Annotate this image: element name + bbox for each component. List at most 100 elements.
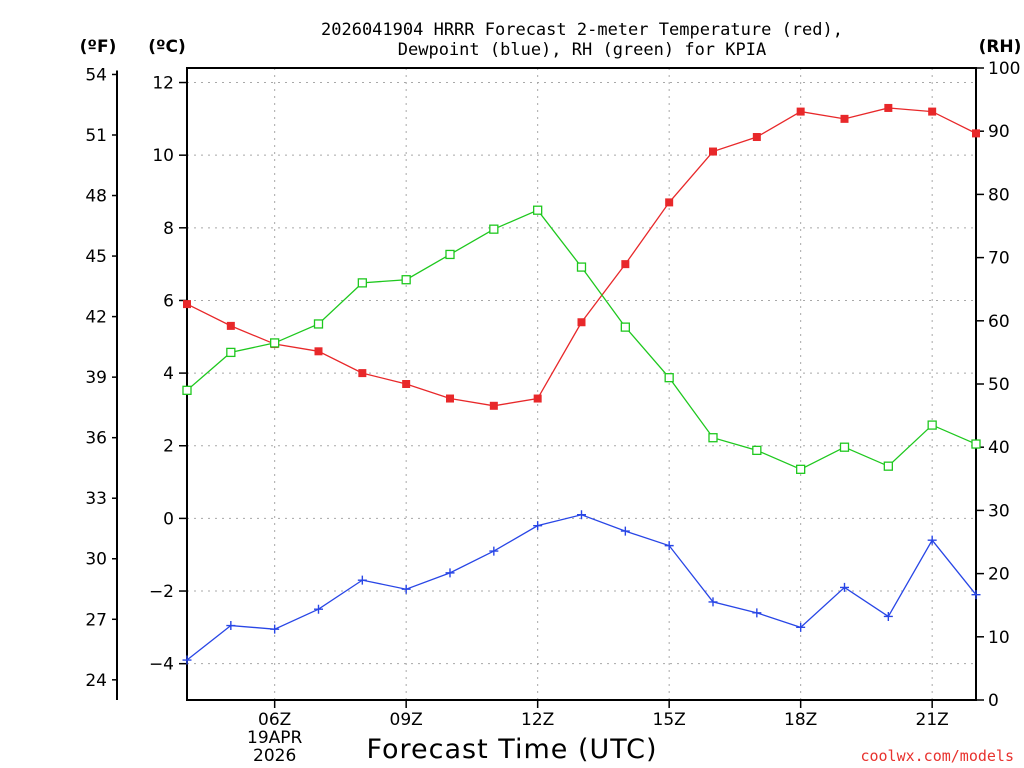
x-tick-date-label: 2026 <box>253 746 296 766</box>
temperature-line <box>186 107 977 407</box>
temperature-point <box>358 369 367 378</box>
chart-title-line2: Dewpoint (blue), RH (green) for KPIA <box>398 40 766 60</box>
x-tick-label: 21Z <box>916 710 949 730</box>
fahrenheit-tick-label: 51 <box>85 126 107 146</box>
rh-tick-label: 70 <box>988 249 1010 269</box>
rh-point <box>620 322 630 332</box>
dewpoint-series <box>182 510 981 665</box>
dewpoint-point <box>971 590 981 600</box>
fahrenheit-tick-label: 45 <box>85 247 107 267</box>
temperature-point <box>226 321 235 330</box>
rh-point <box>445 249 455 260</box>
celsius-tick-label: 6 <box>163 291 174 311</box>
temperature-series <box>183 103 980 410</box>
rh-series <box>182 205 981 474</box>
temperature-point <box>446 394 454 403</box>
rh-point <box>708 433 718 443</box>
x-tick-date-label: 19APR <box>247 728 303 748</box>
dewpoint-point <box>840 582 849 592</box>
rh-point <box>357 278 367 288</box>
rh-point <box>971 439 981 449</box>
rh-tick-label: 50 <box>988 375 1010 395</box>
fahrenheit-tick-label: 27 <box>85 610 107 630</box>
dewpoint-point <box>664 541 674 551</box>
temperature-point <box>621 260 630 269</box>
dewpoint-line <box>186 514 977 661</box>
celsius-tick-label: 0 <box>163 509 174 529</box>
rh-tick-label: 30 <box>988 501 1010 521</box>
temperature-point <box>314 347 323 356</box>
x-tick-label: 12Z <box>521 710 554 730</box>
rh-unit-label: (RH) <box>979 37 1022 57</box>
rh-point <box>226 347 236 358</box>
rh-point <box>489 224 499 234</box>
celsius-tick-label: 8 <box>163 219 174 239</box>
temperature-point <box>840 114 849 123</box>
fahrenheit-tick-label: 24 <box>85 671 107 691</box>
rh-tick-label: 90 <box>988 122 1010 142</box>
celsius-tick-label: 10 <box>152 146 174 166</box>
celsius-tick-label: −2 <box>149 582 174 602</box>
dewpoint-point <box>182 655 192 665</box>
x-tick-label: 18Z <box>784 710 817 730</box>
rh-point <box>182 385 192 395</box>
dewpoint-point <box>401 584 411 594</box>
dewpoint-point <box>314 604 323 614</box>
dewpoint-point <box>708 597 718 607</box>
dewpoint-point <box>489 546 499 556</box>
rh-point <box>533 205 543 215</box>
temperature-point <box>533 394 542 403</box>
temperature-point <box>796 107 805 116</box>
temperature-point <box>752 133 761 142</box>
celsius-tick-label: 4 <box>163 364 174 384</box>
data-series <box>182 103 981 665</box>
rh-point <box>270 338 280 348</box>
celsius-unit-label: (ºC) <box>148 37 186 57</box>
rh-tick-label: 0 <box>988 691 999 711</box>
axes: −4−2024681012242730333639424548515401020… <box>85 59 1020 766</box>
x-axis-label: Forecast Time (UTC) <box>366 734 657 765</box>
fahrenheit-tick-label: 33 <box>85 489 107 509</box>
rh-point <box>401 275 411 285</box>
fahrenheit-unit-label: (ºF) <box>80 37 117 57</box>
temperature-point <box>884 103 893 112</box>
dewpoint-point <box>577 510 586 520</box>
rh-point <box>796 464 806 474</box>
x-tick-label: 09Z <box>390 710 423 730</box>
rh-line <box>186 209 977 471</box>
temperature-point <box>665 198 674 207</box>
rh-point <box>883 461 893 471</box>
dewpoint-point <box>796 622 806 632</box>
credit-label: coolwx.com/models <box>860 747 1014 765</box>
chart-title-line1: 2026041904 HRRR Forecast 2-meter Tempera… <box>321 20 843 40</box>
rh-tick-label: 100 <box>988 59 1020 79</box>
temperature-point <box>183 300 191 309</box>
celsius-tick-label: −4 <box>149 655 174 675</box>
dewpoint-point <box>445 568 455 578</box>
temperature-point <box>402 380 411 388</box>
gridlines <box>187 68 976 700</box>
dewpoint-point <box>226 621 236 631</box>
temperature-point <box>577 318 586 327</box>
dewpoint-point <box>620 526 630 536</box>
temperature-point <box>928 107 937 116</box>
rh-point <box>313 319 324 329</box>
rh-tick-label: 80 <box>988 185 1010 205</box>
dewpoint-point <box>927 535 937 545</box>
dewpoint-point <box>533 521 543 531</box>
celsius-tick-label: 2 <box>163 437 174 457</box>
temperature-point <box>489 401 498 410</box>
temperature-point <box>709 147 717 156</box>
rh-tick-label: 20 <box>988 565 1010 585</box>
dewpoint-point <box>883 611 893 621</box>
fahrenheit-tick-label: 36 <box>85 429 107 449</box>
fahrenheit-tick-label: 48 <box>85 187 107 207</box>
dewpoint-point <box>270 624 280 634</box>
rh-point <box>576 262 587 272</box>
fahrenheit-tick-label: 39 <box>85 368 107 388</box>
rh-tick-label: 60 <box>988 312 1010 332</box>
fahrenheit-tick-label: 54 <box>85 65 107 85</box>
plot-frame <box>186 67 977 701</box>
rh-point <box>752 445 762 456</box>
